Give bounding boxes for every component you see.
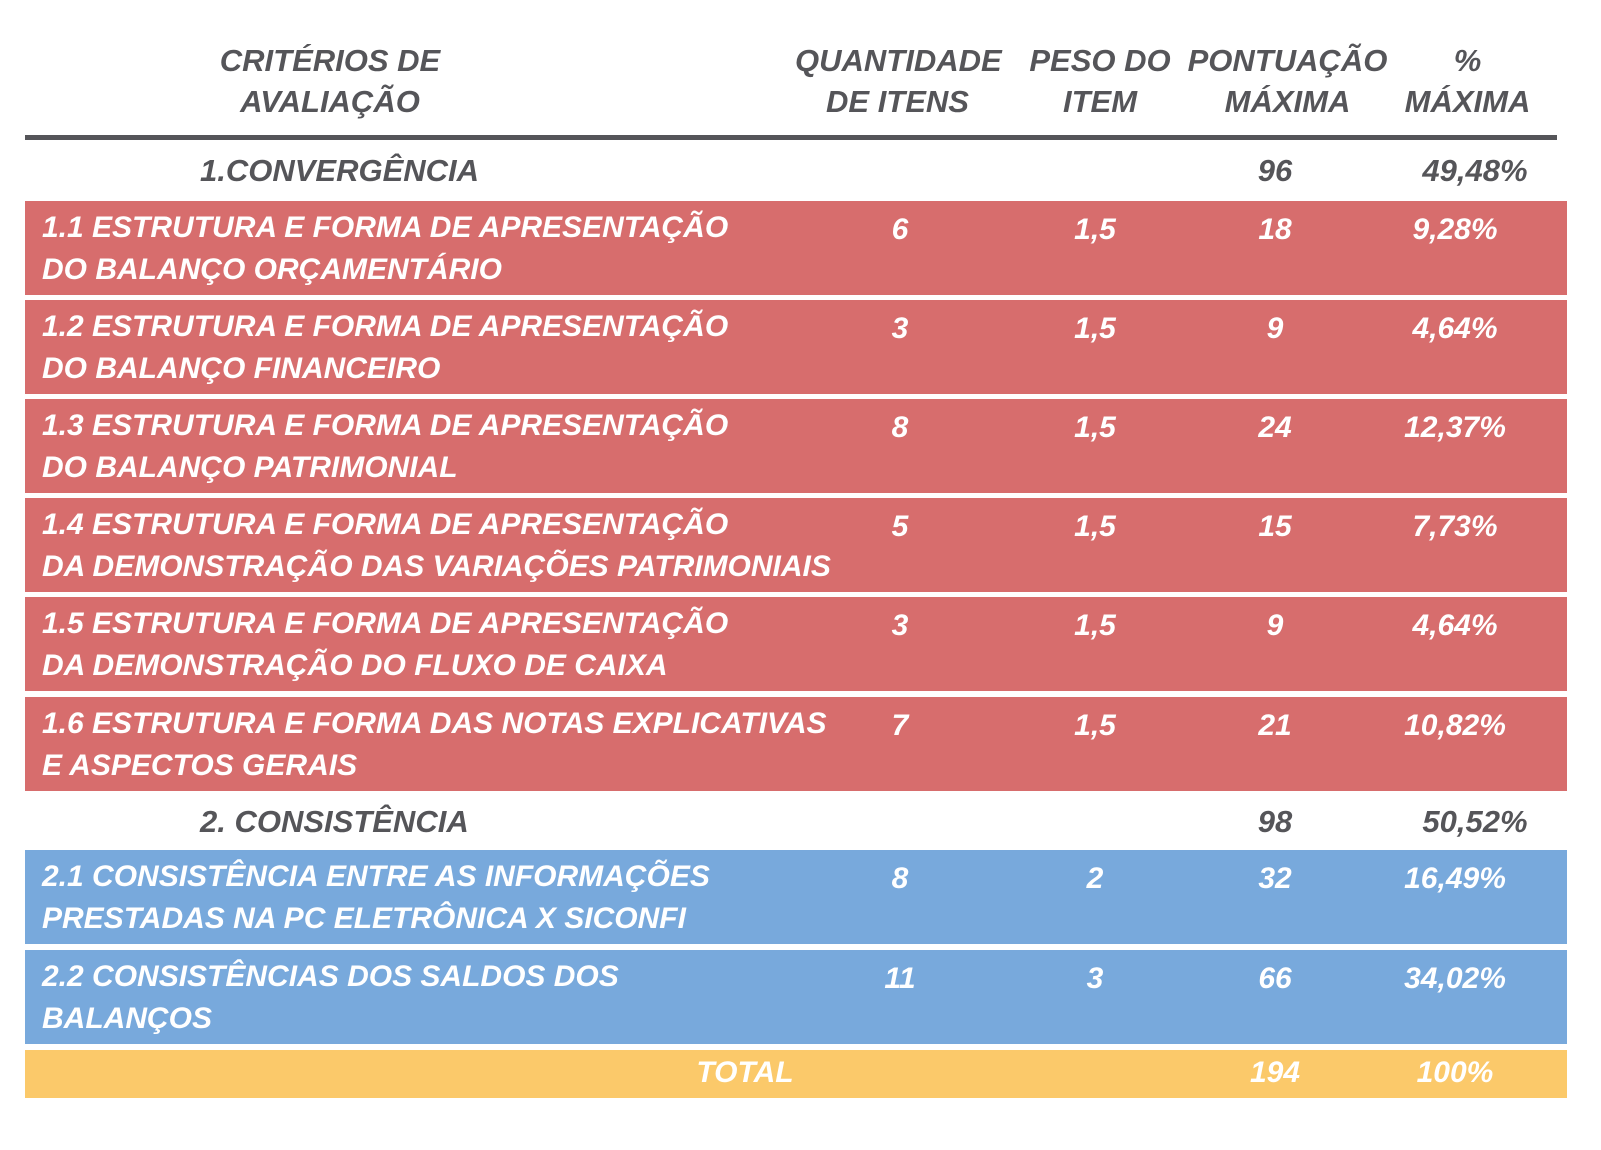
quantidade-cell: 8 — [891, 411, 909, 444]
percentual-cell: 4,64% — [1412, 609, 1498, 642]
criterion-line2: DO BALANÇO PATRIMONIAL — [42, 451, 458, 484]
quantidade-cell: 11 — [884, 962, 916, 995]
percentual-cell: 7,73% — [1412, 510, 1498, 543]
section-percentual: 49,48% — [1422, 153, 1528, 188]
section-row-consistencia: 2. CONSISTÊNCIA 98 50,52% — [25, 796, 1567, 850]
percentual-cell: 34,02% — [1404, 962, 1506, 995]
header-quantidade: QUANTIDADE DE ITENS — [795, 40, 1002, 130]
quantidade-cell: 5 — [891, 510, 909, 543]
criterion-text: 1.4 ESTRUTURA E FORMA DE APRESENTAÇÃO DA… — [42, 504, 831, 588]
total-pontuacao: 194 — [1249, 1056, 1301, 1089]
criterion-text: 1.1 ESTRUTURA E FORMA DE APRESENTAÇÃO DO… — [42, 207, 728, 291]
pontuacao-cell: 21 — [1258, 709, 1292, 742]
percentual-cell: 10,82% — [1404, 709, 1506, 742]
section-pontuacao: 96 — [1257, 153, 1293, 188]
total-percentual: 100% — [1416, 1056, 1494, 1089]
header-percentual-line2: MÁXIMA — [1404, 84, 1531, 119]
pontuacao-cell: 24 — [1258, 411, 1292, 444]
criterion-line1: 1.5 ESTRUTURA E FORMA DE APRESENTAÇÃO — [42, 607, 729, 640]
pontuacao-cell: 9 — [1266, 609, 1284, 642]
pontuacao-cell: 15 — [1258, 510, 1292, 543]
evaluation-criteria-table: CRITÉRIOS DE AVALIAÇÃO QUANTIDADE DE ITE… — [25, 0, 1567, 1150]
quantidade-cell: 7 — [891, 709, 909, 742]
table-row: 1.1 ESTRUTURA E FORMA DE APRESENTAÇÃO DO… — [25, 201, 1567, 295]
header-quantidade-line2: DE ITENS — [826, 84, 969, 119]
peso-cell: 1,5 — [1074, 709, 1116, 742]
peso-cell: 2 — [1086, 862, 1104, 895]
quantidade-cell: 3 — [891, 312, 909, 345]
header-peso-line1: PESO DO — [1029, 43, 1171, 78]
header-peso-line2: ITEM — [1062, 84, 1138, 119]
quantidade-cell: 6 — [891, 213, 909, 246]
percentual-cell: 12,37% — [1404, 411, 1506, 444]
table-row: 1.5 ESTRUTURA E FORMA DE APRESENTAÇÃO DA… — [25, 597, 1567, 691]
criterion-line2: BALANÇOS — [42, 1002, 212, 1035]
peso-cell: 1,5 — [1074, 312, 1116, 345]
section-percentual: 50,52% — [1422, 804, 1528, 839]
criterion-line1: 1.3 ESTRUTURA E FORMA DE APRESENTAÇÃO — [42, 409, 729, 442]
section-title: 2. CONSISTÊNCIA — [200, 804, 469, 839]
quantidade-cell: 3 — [891, 609, 909, 642]
table-row: 1.6 ESTRUTURA E FORMA DAS NOTAS EXPLICAT… — [25, 697, 1567, 791]
criterion-line2: DA DEMONSTRAÇÃO DO FLUXO DE CAIXA — [42, 649, 668, 682]
criterion-line2: DA DEMONSTRAÇÃO DAS VARIAÇÕES PATRIMONIA… — [42, 550, 831, 583]
header-pontuacao: PONTUAÇÃO MÁXIMA — [1185, 40, 1390, 130]
peso-cell: 1,5 — [1074, 609, 1116, 642]
criterion-text: 1.5 ESTRUTURA E FORMA DE APRESENTAÇÃO DA… — [42, 603, 728, 687]
header-criterios-line1: CRITÉRIOS DE — [219, 43, 441, 78]
criterion-text: 2.1 CONSISTÊNCIA ENTRE AS INFORMAÇÕES PR… — [42, 856, 710, 940]
header-pontuacao-line2: MÁXIMA — [1224, 84, 1351, 119]
peso-cell: 3 — [1086, 962, 1104, 995]
pontuacao-cell: 32 — [1258, 862, 1292, 895]
header-quantidade-line1: QUANTIDADE — [795, 43, 1002, 78]
peso-cell: 1,5 — [1074, 510, 1116, 543]
table-row: 1.4 ESTRUTURA E FORMA DE APRESENTAÇÃO DA… — [25, 498, 1567, 592]
criterion-line1: 1.2 ESTRUTURA E FORMA DE APRESENTAÇÃO — [42, 310, 729, 343]
pontuacao-cell: 9 — [1266, 312, 1284, 345]
header-criterios-line2: AVALIAÇÃO — [240, 84, 420, 119]
quantidade-cell: 8 — [891, 862, 909, 895]
criterion-line1: 1.6 ESTRUTURA E FORMA DAS NOTAS EXPLICAT… — [42, 707, 827, 740]
criterion-text: 2.2 CONSISTÊNCIAS DOS SALDOS DOS BALANÇO… — [42, 956, 619, 1040]
table-row: 2.2 CONSISTÊNCIAS DOS SALDOS DOS BALANÇO… — [25, 950, 1567, 1044]
table-row: 2.1 CONSISTÊNCIA ENTRE AS INFORMAÇÕES PR… — [25, 850, 1567, 944]
peso-cell: 1,5 — [1074, 411, 1116, 444]
header-divider — [25, 135, 1557, 140]
header-pontuacao-line1: PONTUAÇÃO — [1187, 43, 1388, 78]
criterion-line1: 2.1 CONSISTÊNCIA ENTRE AS INFORMAÇÕES — [42, 860, 710, 893]
section-title: 1.CONVERGÊNCIA — [200, 153, 480, 188]
criterion-line2: E ASPECTOS GERAIS — [42, 749, 358, 782]
criterion-text: 1.2 ESTRUTURA E FORMA DE APRESENTAÇÃO DO… — [42, 306, 728, 390]
table-row: 1.3 ESTRUTURA E FORMA DE APRESENTAÇÃO DO… — [25, 399, 1567, 493]
total-label: TOTAL — [696, 1056, 794, 1089]
criterion-text: 1.3 ESTRUTURA E FORMA DE APRESENTAÇÃO DO… — [42, 405, 728, 489]
header-criterios: CRITÉRIOS DE AVALIAÇÃO — [175, 40, 485, 130]
header-peso: PESO DO ITEM — [1025, 40, 1175, 130]
percentual-cell: 9,28% — [1412, 213, 1498, 246]
header-percentual: % MÁXIMA — [1395, 40, 1540, 130]
pontuacao-cell: 66 — [1258, 962, 1292, 995]
percentual-cell: 16,49% — [1404, 862, 1506, 895]
criterion-text: 1.6 ESTRUTURA E FORMA DAS NOTAS EXPLICAT… — [42, 703, 827, 787]
criterion-line1: 1.4 ESTRUTURA E FORMA DE APRESENTAÇÃO — [42, 508, 729, 541]
criterion-line2: DO BALANÇO ORÇAMENTÁRIO — [42, 253, 502, 286]
criterion-line1: 2.2 CONSISTÊNCIAS DOS SALDOS DOS — [42, 960, 619, 993]
section-row-convergencia: 1.CONVERGÊNCIA 96 49,48% — [25, 145, 1567, 201]
table-row: 1.2 ESTRUTURA E FORMA DE APRESENTAÇÃO DO… — [25, 300, 1567, 394]
criterion-line1: 1.1 ESTRUTURA E FORMA DE APRESENTAÇÃO — [42, 211, 729, 244]
total-row: TOTAL 194 100% — [25, 1050, 1567, 1098]
percentual-cell: 4,64% — [1412, 312, 1498, 345]
section-pontuacao: 98 — [1257, 804, 1293, 839]
peso-cell: 1,5 — [1074, 213, 1116, 246]
criterion-line2: DO BALANÇO FINANCEIRO — [42, 352, 441, 385]
header-percentual-line1: % — [1453, 43, 1482, 78]
criterion-line2: PRESTADAS NA PC ELETRÔNICA X SICONFI — [42, 902, 686, 935]
pontuacao-cell: 18 — [1258, 213, 1292, 246]
